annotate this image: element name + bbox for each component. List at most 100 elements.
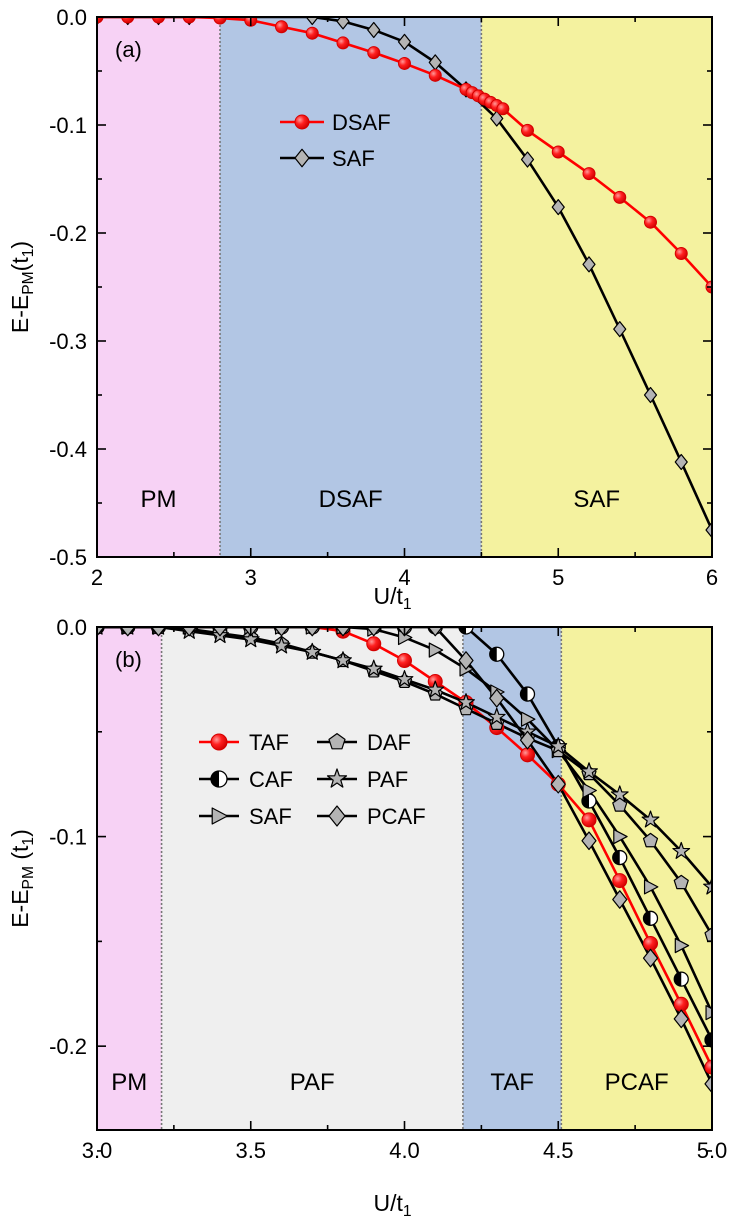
data-point-dsaf: [582, 167, 596, 181]
legend-label-dsaf: DSAF: [332, 110, 391, 135]
data-point-pcaf: [581, 831, 597, 851]
x-tick-label: 6: [706, 565, 718, 590]
data-point-paf: [457, 693, 475, 711]
data-point-dsaf: [305, 26, 319, 40]
x-tick-label: 2: [91, 565, 103, 590]
y-tick-label: -0.4: [49, 437, 87, 462]
data-point-paf: [334, 651, 352, 669]
panel-label: (a): [115, 37, 142, 62]
data-layer: [97, 627, 712, 1094]
data-point-daf: [673, 874, 689, 890]
data-point-dsaf: [336, 36, 350, 50]
series-line-caf: [97, 627, 712, 1041]
x-tick-label: 4.0: [389, 1138, 420, 1163]
data-point-saf: [428, 642, 444, 658]
legend: DSAF SAF: [280, 110, 391, 171]
data-point-pcaf: [150, 627, 167, 637]
data-point-saf: [613, 828, 628, 845]
legend-marker-saf: [211, 807, 228, 825]
data-point-paf: [641, 810, 660, 828]
data-point-taf: [612, 873, 628, 889]
data-point-pcaf: [212, 627, 228, 637]
y-tick-label: 0.0: [56, 615, 87, 640]
phase-region-pm: [97, 17, 220, 557]
data-point-dsaf: [496, 102, 510, 116]
data-point-caf: [458, 627, 474, 635]
data-point-pcaf: [120, 627, 136, 637]
data-point-paf: [272, 636, 291, 654]
phase-label-pcaf: PCAF: [605, 1069, 669, 1096]
phase-label-dsaf: DSAF: [319, 486, 383, 513]
y-tick-label: -0.1: [49, 113, 87, 138]
data-point-taf: [643, 935, 658, 951]
data-point-dsaf: [674, 247, 688, 261]
phase-region-paf: [161, 627, 463, 1130]
legend-marker-saf: [294, 148, 310, 168]
phase-label-saf: SAF: [573, 486, 620, 513]
legend-label-pcaf: PCAF: [367, 804, 426, 829]
data-point-taf: [581, 812, 597, 828]
data-point-saf: [582, 782, 597, 799]
data-point-dsaf: [398, 56, 411, 70]
data-point-dsaf: [275, 20, 288, 34]
data-point-paf: [549, 737, 568, 755]
data-point-paf: [303, 642, 322, 660]
data-point-paf: [703, 877, 712, 895]
data-point-taf: [520, 747, 535, 763]
data-point-saf: [520, 711, 536, 727]
data-point-saf: [397, 33, 412, 50]
data-point-caf: [489, 646, 505, 662]
legend-label-caf: CAF: [249, 767, 293, 792]
legend-label-saf: SAF: [249, 804, 292, 829]
data-point-taf: [366, 636, 382, 652]
series-line-pcaf: [97, 627, 712, 1085]
x-tick-label: 3.5: [235, 1138, 266, 1163]
legend-label-paf: PAF: [367, 767, 408, 792]
panel-a: PM DSAF SAF 2 3 4 5 6 0.0 -0.1 -0.2 -0.3 -0.4 -0.5 (a)…: [7, 5, 718, 613]
data-point-pcaf: [273, 627, 290, 637]
x-axis-label: U/t1: [373, 583, 411, 613]
data-point-dsaf: [644, 215, 657, 229]
y-tick-label: 0.0: [56, 5, 87, 30]
legend-label-taf: TAF: [249, 730, 289, 755]
y-tick-label: -0.1: [49, 825, 87, 850]
data-point-saf: [305, 17, 319, 26]
data-point-pcaf: [366, 627, 382, 637]
data-point-saf: [643, 386, 658, 404]
legend-marker-taf: [210, 733, 228, 751]
data-point-dsaf: [367, 46, 381, 60]
data-point-saf: [582, 256, 596, 273]
data-point-saf: [705, 521, 712, 539]
data-point-taf: [673, 996, 689, 1012]
legend: TAF CAF SAF DAF PAF PCAF: [199, 730, 426, 829]
data-point-taf: [704, 1059, 712, 1075]
data-point-pcaf: [642, 948, 659, 968]
data-point-dsaf: [121, 17, 135, 24]
panel-label: (b): [115, 647, 142, 672]
x-tick-label: 4.5: [543, 1138, 574, 1163]
data-point-dsaf: [521, 123, 534, 137]
data-point-pcaf: [181, 627, 197, 637]
data-point-pcaf: [97, 627, 105, 637]
data-point-pcaf: [704, 1074, 712, 1094]
data-point-dsaf: [428, 68, 442, 82]
y-tick-label: -0.5: [49, 545, 87, 570]
data-point-pcaf: [458, 651, 474, 670]
data-point-caf: [642, 910, 659, 926]
phase-region-pm: [97, 627, 162, 1130]
legend-marker-pcaf: [328, 805, 346, 827]
phase-label-paf: PAF: [290, 1069, 335, 1096]
x-tick-label: 4: [398, 565, 410, 590]
data-point-dsaf: [152, 17, 165, 24]
data-point-pcaf: [519, 730, 536, 750]
data-point-caf: [673, 971, 689, 987]
data-point-paf: [426, 680, 445, 698]
y-axis-label: E-EPM (t1): [7, 829, 37, 928]
data-point-caf: [612, 849, 628, 866]
phase-region-dsaf: [220, 17, 482, 557]
data-point-saf: [674, 937, 690, 954]
data-point-taf: [397, 653, 412, 669]
phase-label-pm: PM: [111, 1069, 147, 1096]
data-point-saf: [643, 879, 659, 895]
phase-region-pcaf: [561, 627, 712, 1130]
